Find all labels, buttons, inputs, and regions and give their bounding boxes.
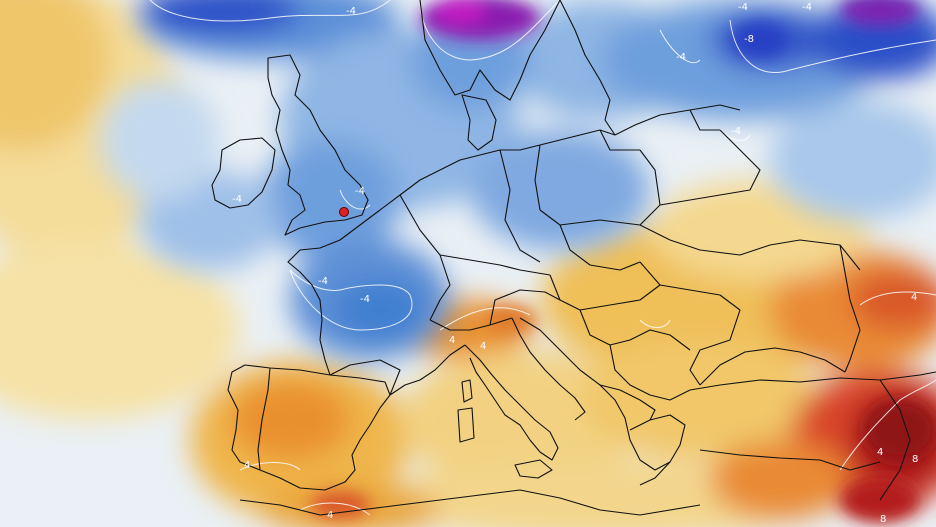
country-border (399, 194, 451, 321)
contour-line (149, 0, 391, 22)
contour-labels: -4 -4 -8 -4 -4 -4 -4 -4 -4 4 4 4 4 4 8 8… (232, 2, 918, 525)
contour-label: -4 (360, 294, 370, 305)
country-border (639, 261, 741, 386)
contour-label: 4 (449, 335, 455, 346)
contour-label: 4 (911, 292, 917, 303)
country-border (599, 384, 656, 421)
contour-line (859, 291, 936, 306)
country-border (559, 224, 641, 271)
contour-line (289, 269, 413, 331)
contour-label: 4 (327, 510, 333, 521)
country-border (489, 289, 561, 326)
cold-anomaly-field (100, 0, 936, 360)
contour-line (639, 319, 671, 328)
contour-line (419, 0, 561, 61)
contour-label: -4 (346, 6, 356, 17)
contour-label: -8 (744, 34, 754, 45)
ireland-coast (211, 137, 276, 209)
contour-line (299, 502, 371, 516)
country-border (659, 129, 761, 206)
country-border (599, 129, 640, 151)
denmark-coast (461, 94, 497, 151)
corsica-coast (461, 379, 473, 403)
country-border (439, 254, 551, 276)
contour-lines (149, 0, 936, 516)
scandinavia-east-coast (559, 0, 616, 136)
country-border (609, 344, 691, 401)
country-border (839, 244, 861, 373)
contour-label: 4 (877, 447, 883, 458)
contour-label: -4 (676, 52, 686, 63)
coastlines-and-borders (211, 0, 936, 516)
contour-label: 4 (480, 341, 486, 352)
country-border (429, 317, 513, 331)
contour-label: 4 (244, 460, 250, 471)
north-africa-coast (239, 489, 701, 516)
continent-north-coast (379, 104, 741, 211)
country-border (879, 379, 911, 501)
sardinia-coast (457, 407, 475, 443)
contour-line (659, 29, 701, 64)
italy-coast (464, 344, 559, 461)
country-border (534, 144, 661, 226)
contour-line (339, 189, 371, 210)
country-border (257, 367, 271, 471)
country-border (499, 149, 541, 263)
great-britain-coast (267, 54, 369, 236)
contour-label: -4 (738, 2, 748, 13)
mediterranean-north-coast (389, 344, 466, 396)
contour-label: -4 (355, 186, 365, 197)
location-marker (339, 207, 349, 217)
black-sea-coast (699, 347, 846, 386)
greece-coast (629, 414, 686, 486)
contour-line (439, 307, 531, 331)
iberia-coast (227, 364, 391, 491)
country-border (549, 274, 661, 311)
contour-label: 8 (880, 514, 886, 525)
contour-label: -4 (802, 2, 812, 13)
contour-line (239, 462, 301, 471)
country-border (579, 309, 691, 351)
turkey-coast (689, 371, 936, 391)
france-west-coast (287, 209, 381, 376)
contour-line (839, 379, 936, 471)
contour-label: -4 (318, 276, 328, 287)
contour-label: -4 (232, 194, 242, 205)
contour-line (729, 19, 936, 74)
turkey-south-coast (699, 449, 881, 471)
adriatic-east-coast (519, 317, 671, 471)
contour-label: -4 (731, 126, 741, 137)
sicily-coast (514, 459, 553, 479)
italy-east-coast (511, 317, 586, 421)
country-border (639, 224, 861, 271)
country-border (689, 109, 720, 131)
scandinavia-coast (419, 0, 561, 101)
country-border (329, 359, 401, 396)
contour-label: 8 (912, 454, 918, 465)
